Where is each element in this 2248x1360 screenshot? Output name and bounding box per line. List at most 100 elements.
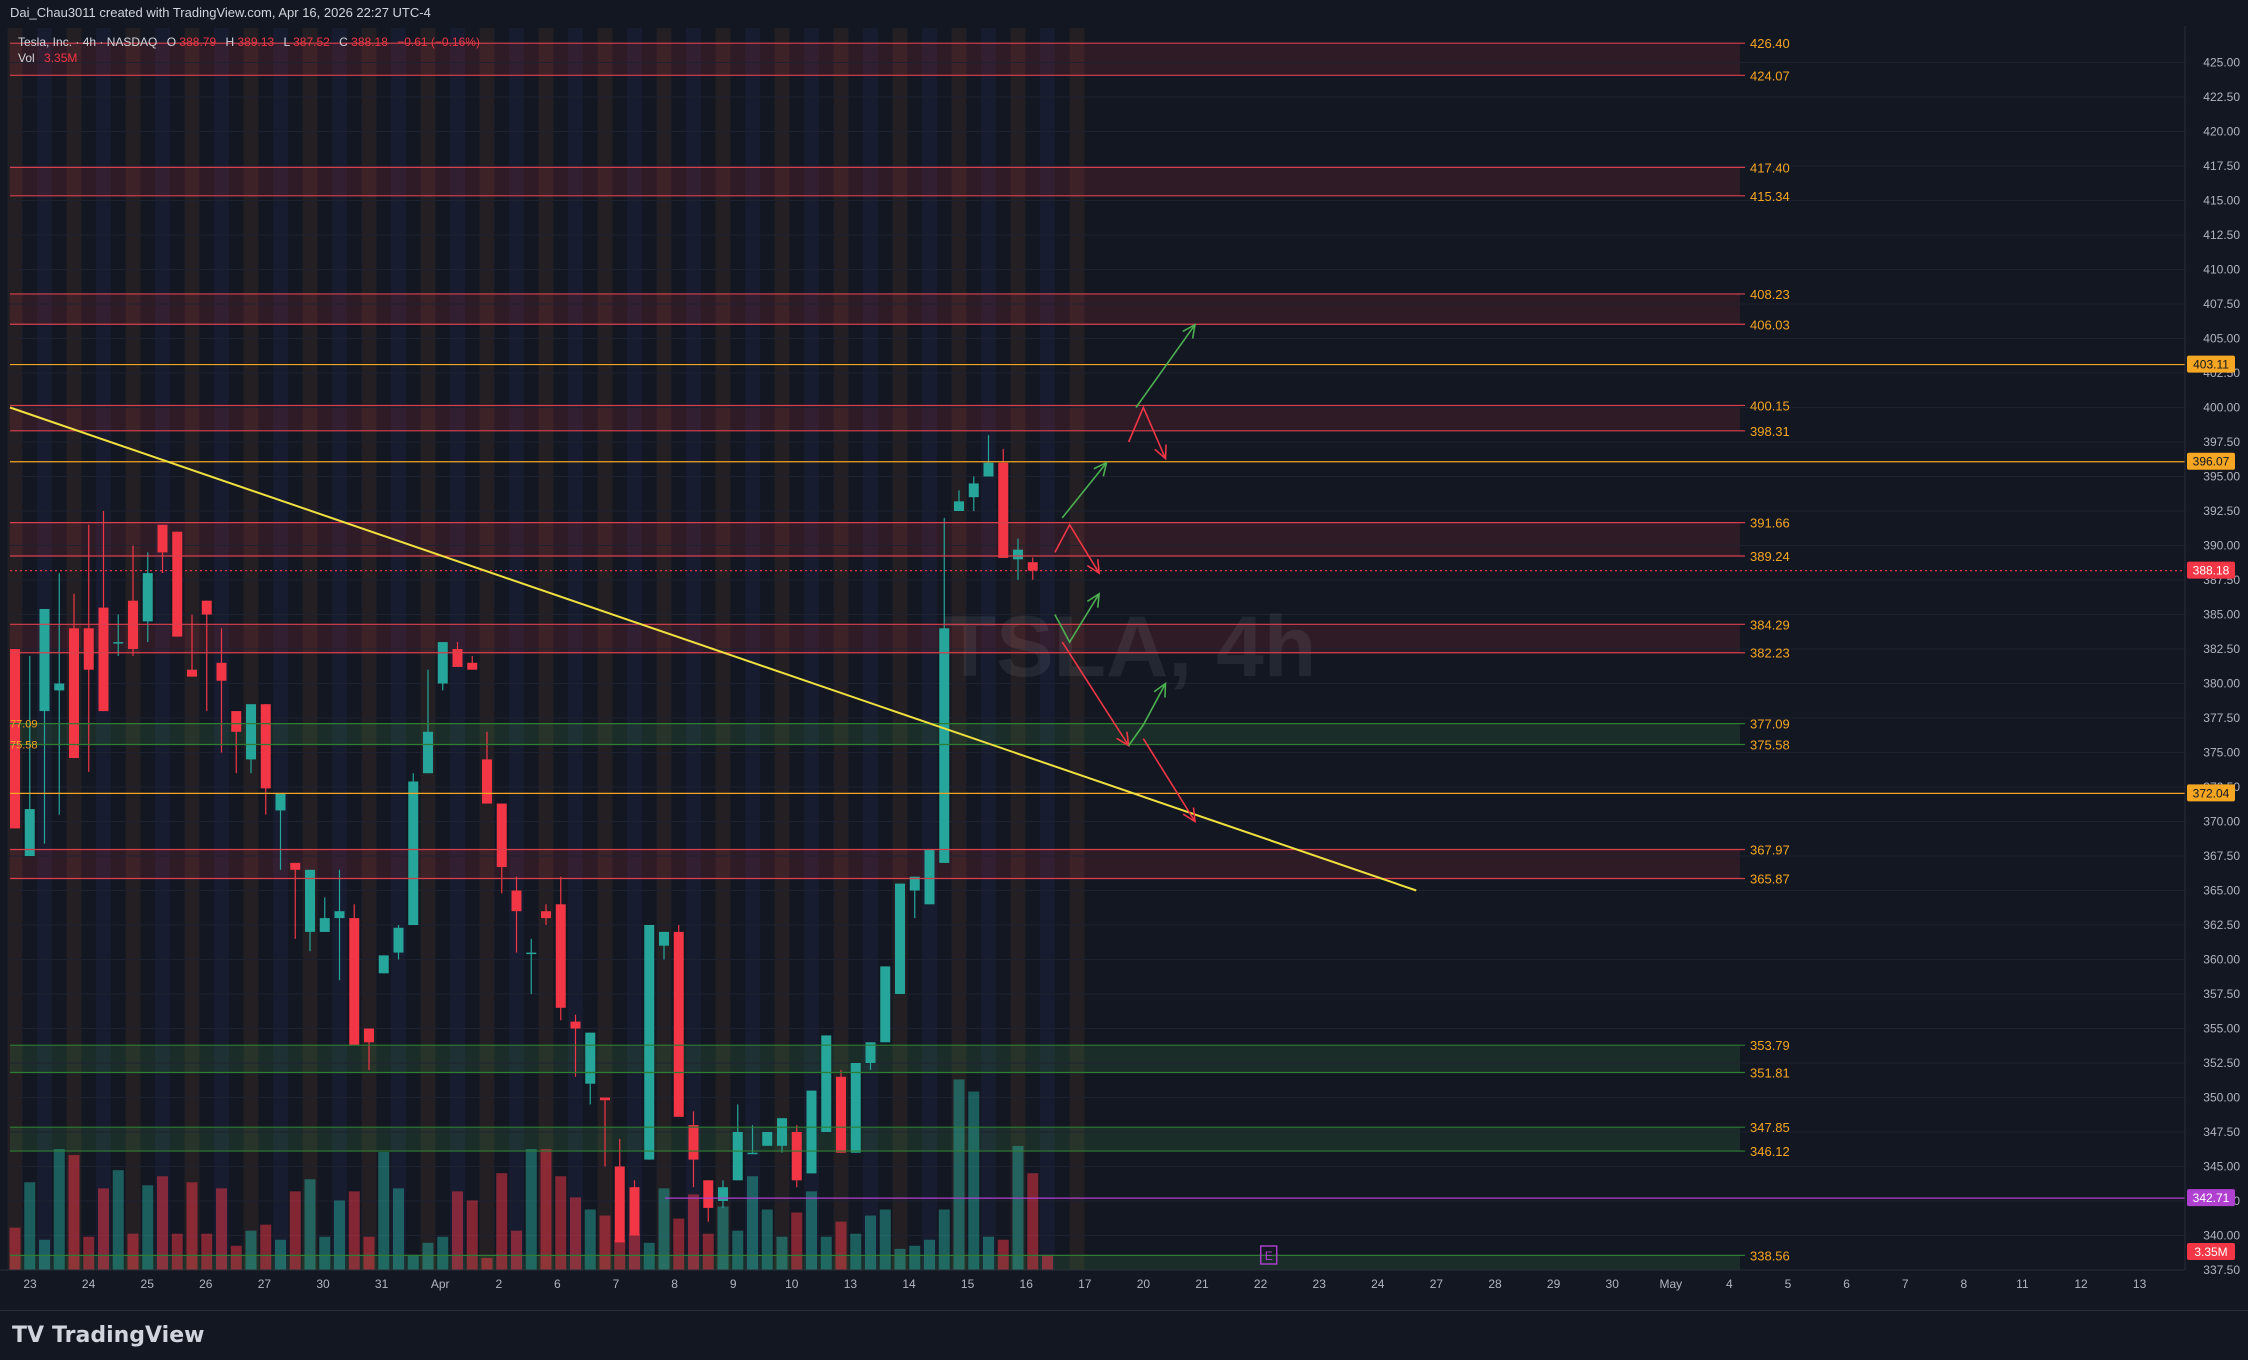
candle-body[interactable] (349, 918, 360, 1046)
arrow-head (1086, 559, 1101, 575)
candle-body[interactable] (850, 1063, 861, 1153)
candle-body[interactable] (703, 1180, 714, 1208)
level-label: 353.79 (1750, 1038, 1790, 1053)
volume-bar (938, 1209, 950, 1270)
candle-body[interactable] (290, 862, 301, 870)
candle-body[interactable] (688, 1125, 699, 1160)
candle-body[interactable] (939, 628, 950, 863)
candle-body[interactable] (924, 849, 935, 905)
green-scenario-arrow[interactable] (1127, 683, 1167, 747)
candle-body[interactable] (364, 1028, 374, 1043)
price-tick-label: 397.50 (2203, 435, 2240, 449)
candle-body[interactable] (157, 524, 168, 553)
candle-body[interactable] (408, 781, 419, 925)
candle-body[interactable] (216, 662, 227, 681)
candle-body[interactable] (895, 883, 905, 994)
candle-body[interactable] (98, 607, 109, 712)
candle-body[interactable] (1027, 562, 1038, 571)
red-scenario-arrow[interactable] (1127, 405, 1167, 459)
level-label: 338.56 (1750, 1248, 1790, 1263)
candle-body[interactable] (452, 649, 463, 667)
price-tick-label: 355.00 (2203, 1022, 2240, 1036)
candle-body[interactable] (983, 462, 994, 477)
level-label: 367.97 (1750, 843, 1790, 858)
candle-body[interactable] (836, 1076, 846, 1153)
candle-body[interactable] (39, 608, 50, 712)
volume-bar (98, 1188, 109, 1270)
candle-body[interactable] (747, 1152, 758, 1155)
candle-body[interactable] (968, 483, 979, 498)
candle-body[interactable] (378, 955, 389, 974)
candle-body[interactable] (585, 1032, 596, 1084)
time-tick-label: 6 (554, 1277, 561, 1291)
candle-body[interactable] (172, 531, 183, 637)
candle-body[interactable] (762, 1132, 773, 1146)
candle-body[interactable] (275, 793, 286, 811)
candle-body[interactable] (880, 966, 891, 1043)
candle-body[interactable] (201, 600, 212, 615)
candle-body[interactable] (113, 642, 124, 644)
candle-body[interactable] (305, 869, 315, 932)
green-scenario-arrow[interactable] (1054, 593, 1100, 644)
time-tick-label: 2 (495, 1277, 502, 1291)
level-label: 365.87 (1750, 871, 1790, 886)
candle-body[interactable] (83, 628, 94, 670)
level-label: 382.23 (1750, 646, 1790, 661)
candle-body[interactable] (496, 803, 507, 868)
candle-body[interactable] (806, 1090, 817, 1174)
trendline[interactable] (9, 406, 1417, 892)
candle-body[interactable] (187, 669, 197, 677)
volume-bar (437, 1236, 449, 1270)
candle-body[interactable] (865, 1042, 876, 1063)
legend-volume-label: Vol (18, 51, 35, 65)
candle-body[interactable] (732, 1132, 743, 1181)
candle-body[interactable] (791, 1132, 802, 1181)
candle-body[interactable] (718, 1187, 728, 1201)
candle-body[interactable] (69, 628, 79, 759)
candle-body[interactable] (142, 573, 153, 622)
candle-body[interactable] (1013, 549, 1023, 560)
candle-body[interactable] (777, 1118, 787, 1146)
candle-body[interactable] (10, 649, 20, 829)
candle-body[interactable] (467, 662, 478, 670)
candle-body[interactable] (821, 1035, 832, 1132)
candle-body[interactable] (954, 501, 964, 511)
earnings-marker-box[interactable] (1260, 1245, 1278, 1265)
tradingview-logo-icon[interactable]: TV (12, 1323, 45, 1348)
candle-body[interactable] (54, 683, 65, 691)
green-scenario-arrow[interactable] (1135, 324, 1196, 408)
green-scenario-arrow[interactable] (1061, 462, 1108, 519)
red-scenario-arrow[interactable] (1061, 641, 1130, 747)
candle-body[interactable] (231, 711, 242, 732)
candle-body[interactable] (570, 1021, 581, 1029)
candle-body[interactable] (246, 704, 256, 760)
candle-body[interactable] (614, 1166, 625, 1243)
candle-body[interactable] (673, 931, 684, 1117)
candle-body[interactable] (909, 876, 920, 891)
candle-body[interactable] (393, 927, 404, 953)
candle-body[interactable] (629, 1187, 640, 1236)
candle-body[interactable] (644, 925, 655, 1160)
candle-body[interactable] (659, 931, 669, 946)
resistance-zone (10, 405, 1740, 431)
candle-body[interactable] (998, 462, 1009, 558)
tradingview-logo-text[interactable]: TradingView (52, 1323, 205, 1348)
volume-bar (407, 1254, 419, 1270)
candle-body[interactable] (555, 904, 566, 1008)
candle-body[interactable] (526, 952, 537, 955)
candle-body[interactable] (423, 731, 433, 774)
candle-body[interactable] (482, 759, 492, 804)
candle-body[interactable] (334, 911, 345, 919)
arrow-head (1182, 323, 1197, 339)
candle-body[interactable] (24, 809, 35, 856)
price-chart[interactable]: TSLA, 4h 426.40 424.07 417.40 415.34 408.23 4… (0, 26, 2248, 1310)
candle-body[interactable] (260, 704, 271, 789)
candle-body[interactable] (600, 1097, 610, 1101)
candle-body[interactable] (319, 918, 330, 932)
red-scenario-arrow[interactable] (1142, 738, 1196, 822)
candle-body[interactable] (511, 890, 522, 912)
candle-body[interactable] (541, 911, 551, 919)
red-scenario-arrow[interactable] (1054, 523, 1100, 574)
candle-body[interactable] (437, 642, 448, 684)
time-tick-label: 5 (1785, 1277, 1792, 1291)
